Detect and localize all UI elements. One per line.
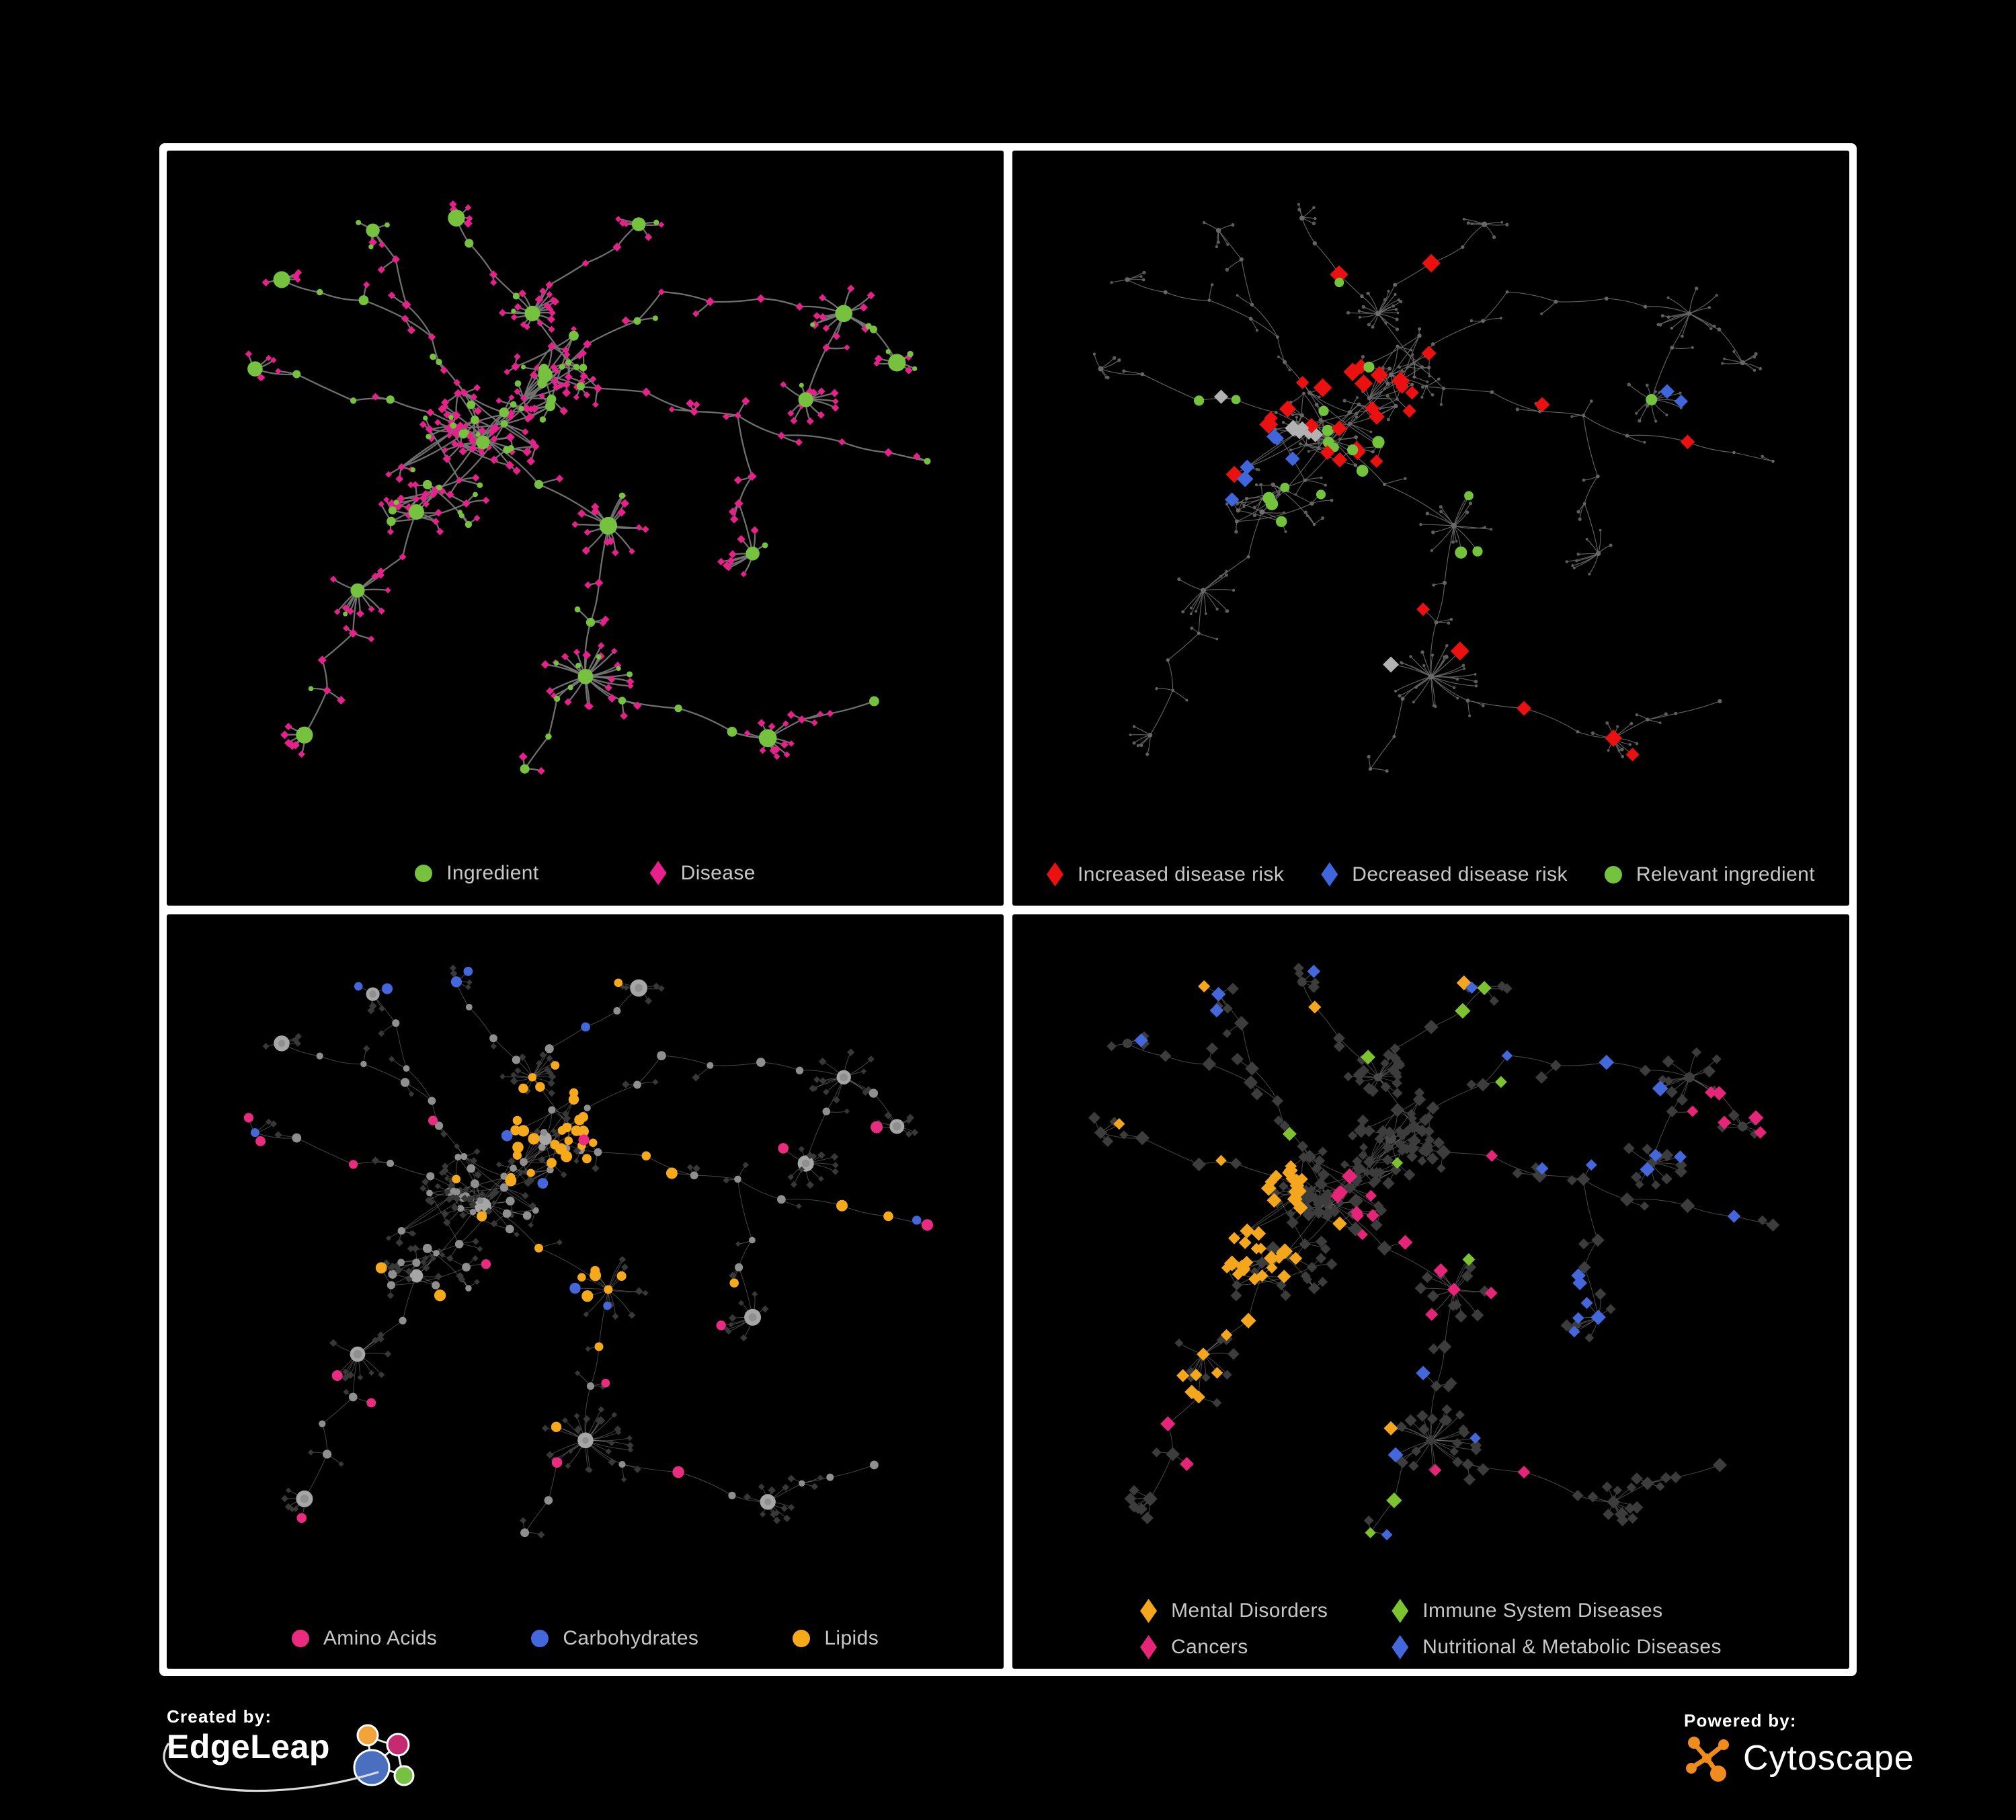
legend-label: Carbohydrates xyxy=(563,1627,699,1649)
legend-item: Cancers xyxy=(1140,1635,1328,1659)
panel-disease-risk: Increased disease risk Decreased disease … xyxy=(1012,151,1849,906)
legend-ingredient-disease: Ingredient Disease xyxy=(167,861,1004,885)
legend-label: Cancers xyxy=(1171,1636,1248,1658)
diamond-marker-icon xyxy=(1140,1599,1158,1623)
circle-marker-icon xyxy=(793,1630,811,1647)
legend-item: Carbohydrates xyxy=(531,1627,698,1650)
panel-grid: Ingredient Disease Increased disease risk… xyxy=(159,143,1857,1676)
legend-item: Disease xyxy=(649,861,756,885)
circle-marker-icon xyxy=(531,1630,549,1647)
network-canvas-macronutrients xyxy=(243,964,934,1538)
legend-label: Relevant ingredient xyxy=(1636,863,1815,885)
legend-item: Nutritional & Metabolic Diseases xyxy=(1392,1635,1722,1659)
diamond-marker-icon xyxy=(1047,862,1063,887)
network-canvas-ingredient-disease xyxy=(245,200,931,775)
powered-by-branding: Powered by: Cytoscape xyxy=(1684,1710,1914,1782)
panel-disease-categories: Mental Disorders Immune System Diseases Ca… xyxy=(1012,914,1849,1669)
created-by-label: Created by: xyxy=(167,1706,272,1727)
diamond-marker-icon xyxy=(1392,1635,1409,1659)
legend-label: Decreased disease risk xyxy=(1352,863,1568,885)
legend-label: Amino Acids xyxy=(323,1627,438,1649)
edgeleap-wordmark: EdgeLeap xyxy=(167,1728,330,1766)
legend-item: Decreased disease risk xyxy=(1321,862,1568,887)
legend-label: Nutritional & Metabolic Diseases xyxy=(1422,1636,1722,1658)
legend-macronutrients: Amino Acids Carbohydrates Lipids xyxy=(167,1627,1004,1650)
powered-by-label: Powered by: xyxy=(1684,1710,1797,1731)
diamond-marker-icon xyxy=(1321,862,1338,887)
legend-label: Disease xyxy=(680,861,756,884)
circle-marker-icon xyxy=(291,1630,309,1647)
legend-label: Lipids xyxy=(824,1627,879,1649)
panel-ingredient-disease: Ingredient Disease xyxy=(167,151,1004,906)
diamond-marker-icon xyxy=(649,861,667,885)
legend-item: Amino Acids xyxy=(291,1627,438,1650)
legend-disease-categories: Mental Disorders Immune System Diseases Ca… xyxy=(1012,1599,1849,1659)
diamond-marker-icon xyxy=(1140,1635,1158,1659)
legend-item: Increased disease risk xyxy=(1047,862,1285,887)
legend-item: Mental Disorders xyxy=(1140,1599,1328,1623)
created-by-branding: Created by: EdgeLeap xyxy=(163,1706,440,1798)
cytoscape-wordmark: Cytoscape xyxy=(1743,1739,1914,1778)
legend-item: Immune System Diseases xyxy=(1392,1599,1722,1623)
cytoscape-logo-icon xyxy=(1686,1737,1729,1782)
legend-item: Lipids xyxy=(793,1627,879,1650)
circle-marker-icon xyxy=(415,864,433,882)
network-canvas-disease-risk xyxy=(1092,202,1775,773)
diamond-marker-icon xyxy=(1392,1599,1409,1623)
legend-label: Ingredient xyxy=(446,861,539,884)
legend-item: Ingredient xyxy=(415,862,538,885)
legend-label: Immune System Diseases xyxy=(1422,1599,1663,1622)
circle-marker-icon xyxy=(1604,865,1622,883)
legend-item: Relevant ingredient xyxy=(1604,863,1815,886)
edgeleap-logo-icon xyxy=(353,1724,415,1786)
network-canvas-disease-categories xyxy=(1088,962,1780,1540)
legend-label: Increased disease risk xyxy=(1078,863,1285,885)
panel-macronutrients: Amino Acids Carbohydrates Lipids xyxy=(167,914,1004,1669)
legend-label: Mental Disorders xyxy=(1171,1599,1328,1622)
legend-disease-risk: Increased disease risk Decreased disease … xyxy=(1012,862,1849,887)
